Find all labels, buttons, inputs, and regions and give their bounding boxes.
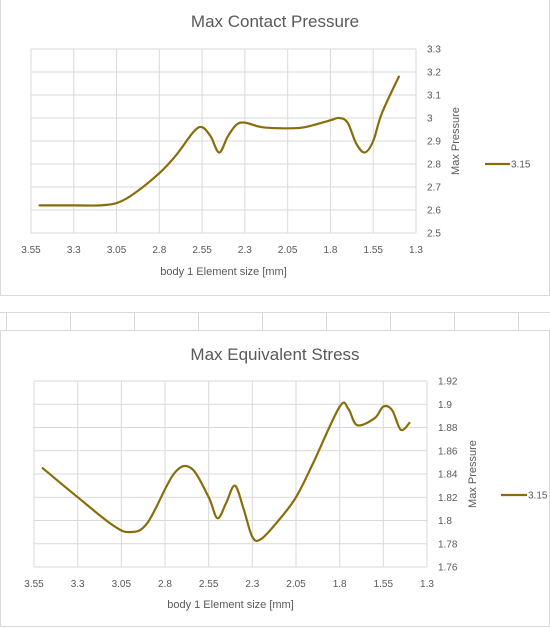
x-tick-label: 2.3 <box>238 245 252 256</box>
y-axis-title: Max Pressure <box>467 440 479 508</box>
y-tick-label: 3.1 <box>427 91 441 102</box>
x-tick-label: 3.3 <box>67 245 81 256</box>
x-tick-label: 2.8 <box>152 245 166 256</box>
x-tick-label: 3.3 <box>71 579 85 590</box>
equivalent-stress-chart[interactable]: Max Equivalent Stress 3.55 3.3 3.05 2.8 2.55… <box>0 330 550 627</box>
y-tick-label: 1.76 <box>438 563 458 574</box>
x-axis-title: body 1 Element size [mm] <box>167 599 294 611</box>
x-tick-label: 2.55 <box>199 579 219 590</box>
y-tick-label: 2.6 <box>427 206 441 217</box>
contact-pressure-plot: 3.55 3.3 3.05 2.8 2.55 2.3 2.05 1.8 1.55 1.3 3.3 3.… <box>21 45 531 279</box>
x-tick-label: 2.05 <box>286 579 306 590</box>
y-tick-label: 1.88 <box>438 423 458 434</box>
equivalent-stress-plot: 3.55 3.3 3.05 2.8 2.55 2.3 2.05 1.8 1.55 1.3 1.92 1… <box>24 377 548 612</box>
x-tick-label: 2.05 <box>278 245 298 256</box>
x-tick-label: 2.3 <box>245 579 259 590</box>
y-tick-label: 1.9 <box>438 400 452 411</box>
x-tick-label: 3.05 <box>112 579 132 590</box>
x-tick-label: 1.8 <box>323 245 337 256</box>
spreadsheet-gridlines <box>0 312 550 330</box>
series-line <box>41 401 411 542</box>
x-tick-label: 3.55 <box>24 579 44 590</box>
contact-pressure-chart[interactable]: Max Contact Pressure 3.55 3.3 3.05 2.8 2.55 2… <box>0 0 550 296</box>
x-tick-label: 3.05 <box>107 245 127 256</box>
spreadsheet-gap <box>0 296 550 330</box>
y-tick-label: 1.78 <box>438 539 458 550</box>
x-tick-label: 1.3 <box>420 579 434 590</box>
x-tick-label: 2.8 <box>158 579 172 590</box>
y-tick-label: 2.8 <box>427 160 441 171</box>
y-tick-label: 1.86 <box>438 446 458 457</box>
y-tick-label: 3 <box>427 114 433 125</box>
y-tick-label: 2.5 <box>427 229 441 240</box>
chart-title: Max Equivalent Stress <box>190 345 360 364</box>
x-axis-title: body 1 Element size [mm] <box>160 266 287 278</box>
y-tick-label: 1.82 <box>438 493 458 504</box>
y-tick-label: 3.3 <box>427 45 441 56</box>
x-tick-label: 1.3 <box>409 245 423 256</box>
y-tick-label: 2.7 <box>427 183 441 194</box>
y-tick-label: 1.84 <box>438 470 458 481</box>
x-tick-label: 2.55 <box>192 245 212 256</box>
y-tick-label: 2.9 <box>427 137 441 148</box>
legend-label: 3.15 <box>511 160 531 171</box>
x-tick-label: 1.55 <box>363 245 383 256</box>
series-line <box>38 75 400 207</box>
legend-label: 3.15 <box>528 491 548 502</box>
y-tick-label: 1.8 <box>438 516 452 527</box>
x-tick-label: 3.55 <box>21 245 41 256</box>
x-tick-label: 1.55 <box>374 579 394 590</box>
y-axis-title: Max Pressure <box>450 107 462 175</box>
y-tick-label: 3.2 <box>427 68 441 79</box>
chart-title: Max Contact Pressure <box>190 12 360 31</box>
x-tick-label: 1.8 <box>333 579 347 590</box>
y-tick-label: 1.92 <box>438 377 458 388</box>
